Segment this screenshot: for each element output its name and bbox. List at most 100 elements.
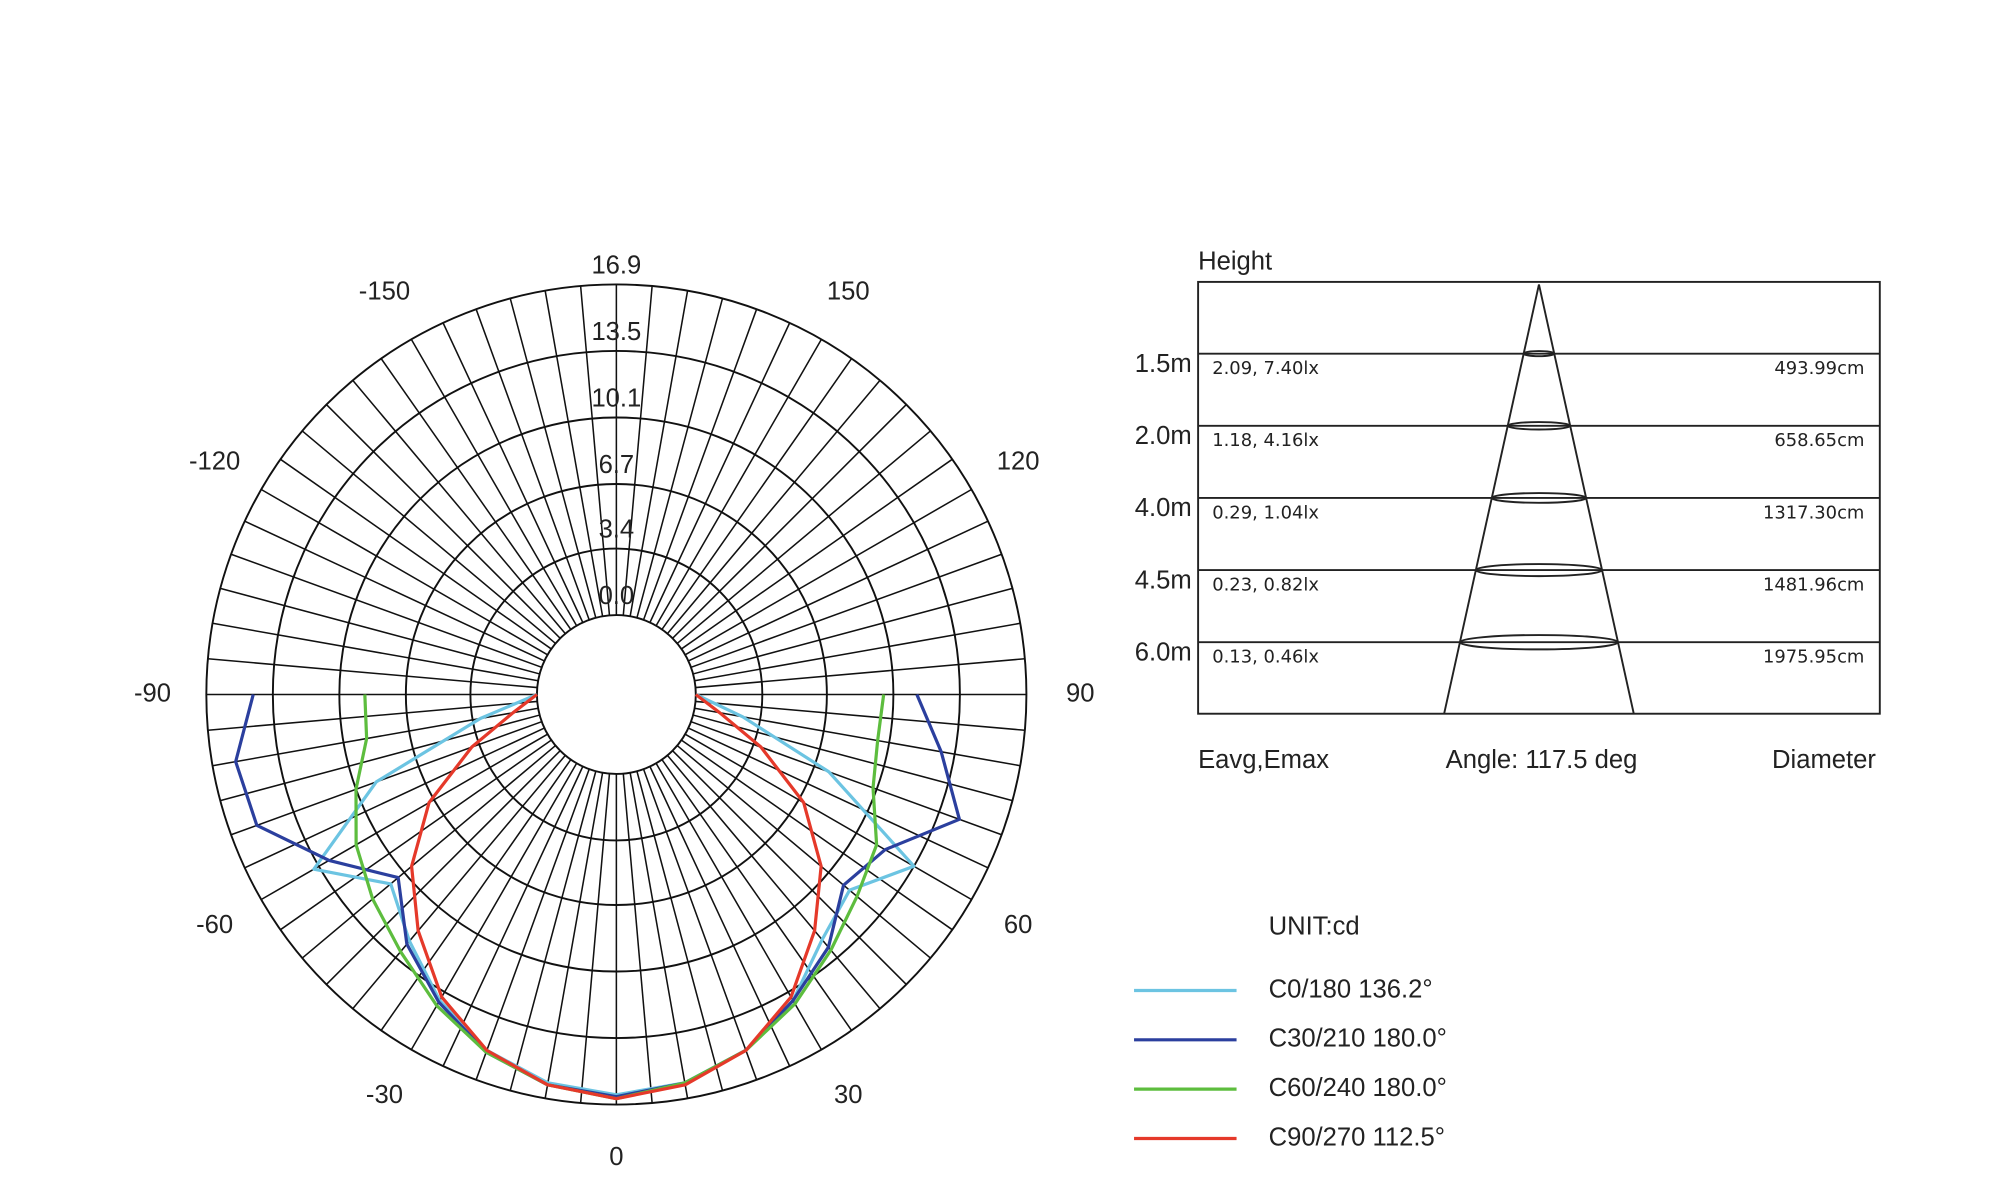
beam-ellipse — [1522, 350, 1556, 358]
angle-tick-label: 150 — [827, 278, 870, 306]
spoke — [509, 771, 597, 1091]
spoke — [207, 700, 538, 732]
spoke — [325, 750, 561, 985]
ring — [205, 283, 1028, 1106]
beam-ellipse — [1490, 492, 1588, 504]
spoke — [579, 773, 611, 1104]
spoke — [666, 379, 881, 635]
spoke — [230, 553, 542, 669]
illuminance-label: 1.18, 4.16lx — [1212, 430, 1319, 451]
spoke — [694, 622, 1021, 682]
legend-label: C0/180 136.2° — [1269, 975, 1433, 1003]
spoke — [475, 768, 590, 1081]
height-label: 1.5m — [1135, 350, 1192, 378]
spoke — [442, 766, 584, 1067]
spoke — [230, 720, 542, 836]
spoke — [220, 587, 540, 675]
spoke — [642, 768, 758, 1081]
illuminance-label: 0.23, 0.82lx — [1212, 574, 1319, 595]
angle-tick-label: -90 — [134, 679, 171, 707]
spoke — [280, 458, 552, 650]
spoke — [655, 762, 823, 1050]
angle-tick-label: 60 — [1004, 911, 1033, 939]
spoke — [410, 339, 578, 627]
height-label: 6.0m — [1135, 639, 1192, 667]
spoke — [636, 298, 724, 618]
series-line — [234, 693, 961, 1099]
ring — [535, 614, 697, 775]
spoke — [579, 285, 611, 616]
angle-tick-label: -60 — [196, 911, 233, 939]
spoke — [352, 379, 566, 635]
illuminance-label: 2.09, 7.40lx — [1212, 358, 1319, 379]
series-line — [312, 693, 916, 1097]
spoke — [692, 587, 1013, 675]
spoke — [676, 744, 931, 959]
spoke — [325, 404, 561, 639]
r-tick-label: 13.5 — [591, 318, 641, 346]
spoke — [649, 766, 791, 1067]
spoke — [442, 322, 584, 623]
diameter-label: 493.99cm — [1774, 358, 1864, 379]
cone-footer: Angle: 117.5 deg — [1446, 746, 1638, 774]
beam-ellipse — [1506, 421, 1572, 431]
spoke — [688, 727, 989, 869]
spoke — [661, 358, 853, 630]
spoke — [622, 285, 653, 616]
angle-tick-label: 90 — [1066, 679, 1095, 707]
spoke — [661, 759, 853, 1031]
spoke — [260, 488, 548, 656]
diameter-label: 1317.30cm — [1763, 502, 1864, 523]
spoke — [695, 700, 1025, 732]
legend-label: C90/270 112.5° — [1269, 1123, 1445, 1151]
diameter-label: 1481.96cm — [1763, 574, 1864, 595]
spoke — [220, 714, 540, 802]
spoke — [212, 622, 539, 682]
series-line — [410, 693, 823, 1101]
r-tick-label: 16.9 — [591, 251, 641, 279]
spoke — [694, 707, 1021, 767]
spoke — [681, 739, 953, 931]
spoke — [695, 657, 1025, 689]
spoke — [649, 322, 791, 623]
spoke — [676, 430, 931, 645]
cone-header: Height — [1198, 247, 1272, 275]
illuminance-label: 0.13, 0.46lx — [1212, 647, 1319, 668]
r-tick-label: 10.1 — [591, 384, 641, 412]
spoke — [684, 733, 972, 901]
spoke — [352, 754, 566, 1010]
height-label: 4.0m — [1135, 494, 1192, 522]
cone-footer: Diameter — [1772, 746, 1876, 774]
beam-ellipse — [1474, 563, 1604, 578]
diameter-label: 1975.95cm — [1763, 647, 1864, 668]
spoke — [629, 772, 689, 1099]
angle-tick-label: 0 — [609, 1143, 623, 1171]
spoke — [380, 358, 572, 630]
spoke — [688, 520, 989, 662]
r-tick-label: 6.7 — [599, 451, 635, 479]
r-tick-label: 0.0 — [599, 582, 635, 610]
spoke — [380, 759, 572, 1031]
unit-label: UNIT:cd — [1269, 912, 1360, 940]
beam-ellipse — [1458, 634, 1619, 651]
cone-footer: Eavg,Emax — [1198, 746, 1329, 774]
spoke — [684, 488, 972, 656]
angle-tick-label: -120 — [189, 447, 240, 475]
spoke — [629, 290, 689, 617]
spoke — [207, 657, 538, 689]
angle-tick-label: 120 — [997, 447, 1040, 475]
angle-tick-label: 30 — [834, 1081, 863, 1109]
spoke — [692, 714, 1013, 802]
legend-label: C30/210 180.0° — [1269, 1025, 1447, 1053]
spoke — [636, 771, 724, 1091]
ring — [404, 483, 828, 906]
height-label: 2.0m — [1135, 422, 1192, 450]
diameter-label: 658.65cm — [1774, 430, 1864, 451]
angle-tick-label: -150 — [359, 278, 410, 306]
ring — [338, 416, 895, 973]
r-tick-label: 3.4 — [599, 515, 635, 543]
spoke — [666, 754, 881, 1010]
ring — [469, 547, 764, 842]
spoke — [475, 308, 590, 621]
